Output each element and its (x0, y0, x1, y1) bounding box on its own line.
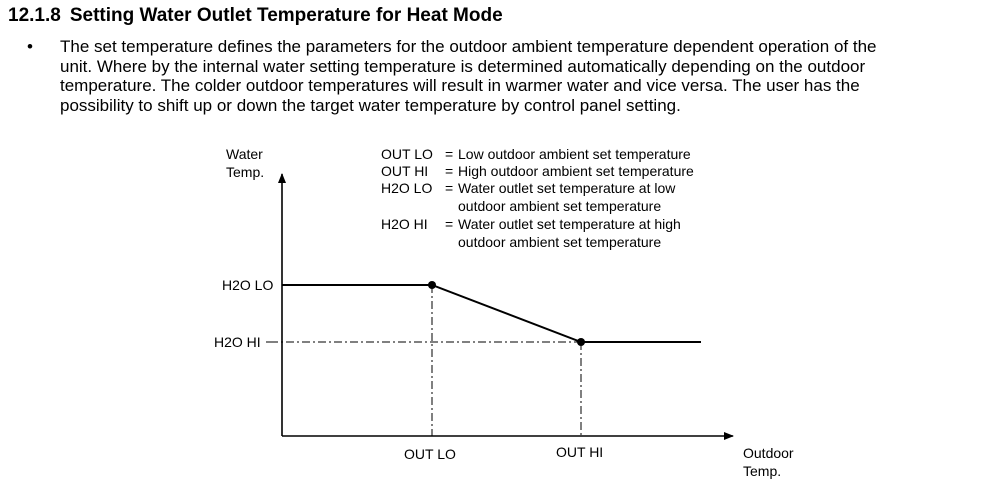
legend-separator: = (445, 180, 453, 196)
x-tick-label-out-lo: OUT LO (404, 446, 456, 462)
legend-text: outdoor ambient set temperature (458, 234, 661, 250)
water-temperature-curve (282, 284, 701, 343)
description-paragraph: The set temperature defines the paramete… (60, 37, 995, 115)
legend-text: Water outlet set temperature at high (458, 216, 681, 232)
legend-text: outdoor ambient set temperature (458, 198, 661, 214)
legend-separator: = (445, 146, 453, 162)
y-tick-label-h2o-hi: H2O HI (214, 334, 261, 350)
legend-text: Low outdoor ambient set temperature (458, 146, 691, 162)
out-hi-point (577, 338, 585, 346)
legend-separator: = (445, 216, 453, 232)
legend-text: High outdoor ambient set temperature (458, 163, 694, 179)
paragraph-line: temperature. The colder outdoor temperat… (60, 76, 860, 95)
legend-key: OUT HI (381, 163, 428, 179)
paragraph-line: unit. Where by the internal water settin… (60, 56, 866, 76)
y-axis-label: Water (226, 146, 263, 162)
paragraph-line: The set temperature defines the paramete… (60, 37, 877, 56)
x-axis-label: Outdoor (743, 445, 794, 461)
bullet-icon: • (27, 37, 33, 56)
paragraph-line: possibility to shift up or down the targ… (60, 95, 681, 115)
section-title: Setting Water Outlet Temperature for Hea… (69, 5, 503, 26)
legend: OUT LO = Low outdoor ambient set tempera… (381, 146, 694, 250)
out-lo-point (428, 281, 436, 289)
section-heading: 12.1.8 Setting Water Outlet Temperature f… (8, 4, 503, 28)
legend-key: H2O HI (381, 216, 428, 232)
y-axis-label: Temp. (226, 164, 264, 180)
section-number: 12.1.8 (8, 5, 61, 26)
x-axis-label: Temp. (743, 463, 781, 479)
legend-text: Water outlet set temperature at low (458, 180, 676, 196)
legend-key: H2O LO (381, 180, 432, 196)
y-tick-label-h2o-lo: H2O LO (222, 277, 273, 293)
x-tick-label-out-hi: OUT HI (556, 444, 603, 460)
legend-key: OUT LO (381, 146, 433, 162)
legend-separator: = (445, 163, 453, 179)
